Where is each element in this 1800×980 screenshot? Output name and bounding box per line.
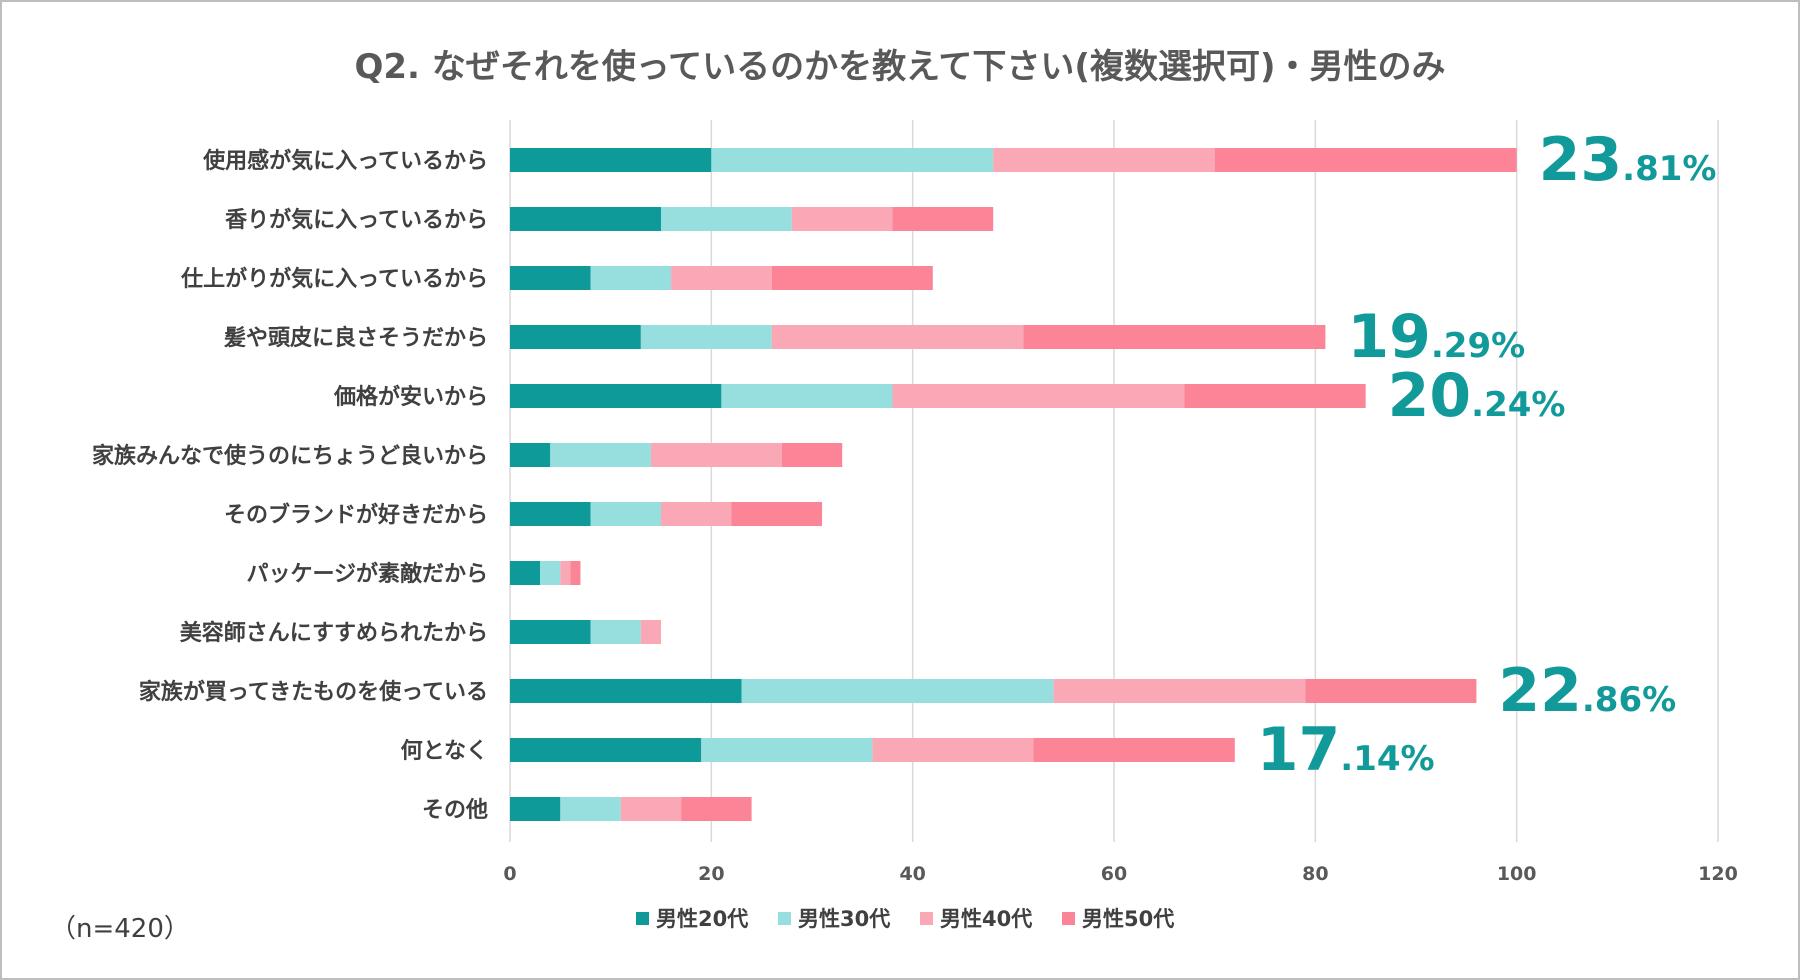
category-label: 価格が安いから (333, 384, 488, 410)
bar-segment (570, 561, 581, 585)
bar-segment (540, 561, 561, 585)
bar-segment (510, 679, 742, 703)
bar-segment (510, 207, 661, 231)
bar-segment (731, 502, 823, 526)
legend-swatch (1062, 912, 1075, 925)
x-tick-label: 100 (1497, 863, 1537, 885)
bar-segment (1184, 384, 1366, 408)
percentage-annotations: 23.81% 19.29%20.24% 22.86% 17.14% (1257, 125, 1717, 785)
bar-segment (510, 738, 702, 762)
bar-segment (510, 561, 541, 585)
bar-segment (1305, 679, 1477, 703)
bar-segment (640, 620, 661, 644)
bar-segment (560, 797, 621, 821)
bar-segment (510, 266, 591, 290)
bar-segment (510, 443, 551, 467)
category-label: 香りが気に入っているから (225, 207, 488, 233)
category-labels: 使用感が気に入っているから香りが気に入っているから仕上がりが気に入っているから髪… (92, 148, 488, 823)
bar-segment (661, 502, 732, 526)
category-label: そのブランドが好きだから (224, 502, 488, 528)
legend-label: 男性40代 (940, 907, 1032, 931)
bar-segment (510, 502, 591, 526)
percentage-annotation: 22.86% (1498, 656, 1676, 726)
category-label: 使用感が気に入っているから (202, 148, 488, 174)
bar-segment (771, 266, 933, 290)
bar-segment (1033, 738, 1235, 762)
percentage-annotation: 23.81% (1539, 125, 1717, 195)
bars (510, 148, 1517, 821)
bar-segment (510, 148, 712, 172)
x-tick-label: 120 (1698, 863, 1738, 885)
bar-segment (721, 384, 893, 408)
legend-swatch (920, 912, 933, 925)
bar-segment (1023, 325, 1326, 349)
bar-segment (741, 679, 1054, 703)
bar-segment (550, 443, 651, 467)
bar-segment (781, 443, 843, 467)
sample-size-note: （n=420） (50, 914, 190, 944)
chart-title: Q2. なぜそれを使っているのかを教えて下さい(複数選択可)・男性のみ (355, 47, 1446, 87)
bar-segment (771, 325, 1024, 349)
bar-segment (1053, 679, 1306, 703)
category-label: その他 (422, 798, 488, 823)
category-label: パッケージが素敵だから (246, 561, 488, 587)
legend: 男性20代 男性30代 男性40代 男性50代 (636, 907, 1174, 931)
bar-segment (701, 738, 873, 762)
category-label: 仕上がりが気に入っているから (180, 266, 488, 292)
x-tick-label: 40 (899, 863, 925, 885)
category-label: 髪や頭皮に良さそうだから (223, 325, 488, 351)
legend-swatch (636, 912, 649, 925)
percentage-annotation: 17.14% (1257, 715, 1435, 785)
legend-label: 男性30代 (798, 907, 890, 931)
x-tick-label: 0 (503, 863, 516, 885)
category-label: 家族みんなで使うのにちょうど良いから (92, 443, 488, 469)
legend-label: 男性50代 (1082, 907, 1174, 931)
bar-segment (590, 620, 641, 644)
legend-label: 男性20代 (656, 907, 748, 931)
bar-segment (892, 207, 994, 231)
grid-lines (509, 120, 1719, 842)
bar-segment (791, 207, 893, 231)
percentage-annotation: 19.29% (1347, 302, 1525, 372)
x-tick-label: 60 (1101, 863, 1127, 885)
category-label: 何となく (401, 738, 488, 764)
category-label: 家族が買ってきたものを使っている (139, 679, 488, 705)
percentage-annotation: 20.24% (1388, 361, 1566, 431)
bar-segment (671, 266, 772, 290)
bar-segment (681, 797, 752, 821)
bar-segment (640, 325, 772, 349)
bar-segment (892, 384, 1185, 408)
bar-segment (590, 266, 672, 290)
bar-segment (993, 148, 1215, 172)
category-label: 美容師さんにすすめられたから (180, 620, 488, 646)
legend-swatch (778, 912, 791, 925)
bar-segment (510, 325, 641, 349)
bar-segment (1214, 148, 1517, 172)
bar-segment (510, 384, 722, 408)
x-axis-ticks: 0 20 40 60 80 100 120 (503, 863, 1737, 885)
bar-segment (711, 148, 994, 172)
x-tick-label: 20 (698, 863, 724, 885)
bar-segment (872, 738, 1034, 762)
bar-segment (590, 502, 661, 526)
bar-segment (510, 620, 591, 644)
bar-segment (650, 443, 782, 467)
bar-segment (510, 797, 561, 821)
bar-segment (560, 561, 571, 585)
bar-segment (661, 207, 792, 231)
bar-segment (620, 797, 682, 821)
x-tick-label: 80 (1302, 863, 1328, 885)
